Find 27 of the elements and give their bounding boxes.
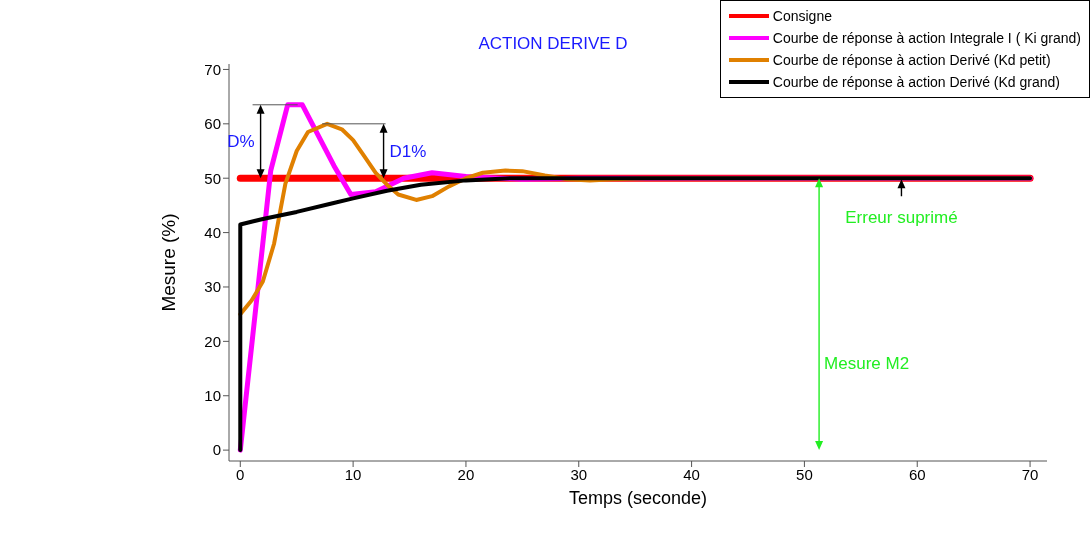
annotation: Erreur suprimé xyxy=(845,208,958,228)
legend-label: Courbe de réponse à action Derivé (Kd petit) xyxy=(772,51,1051,70)
x-tick-label: 50 xyxy=(796,465,813,483)
annotation: Mesure M2 xyxy=(824,353,910,373)
y-tick-label: 60 xyxy=(204,115,221,133)
y-axis-title: Mesure (%) xyxy=(157,213,179,312)
y-tick-label: 20 xyxy=(204,332,221,350)
x-tick-label: 40 xyxy=(683,465,700,483)
x-tick-label: 20 xyxy=(457,465,475,483)
chart-title: ACTION DERIVE D xyxy=(478,34,628,53)
y-tick-label: 70 xyxy=(204,60,221,78)
x-tick-label: 30 xyxy=(570,465,588,483)
y-tick-label: 30 xyxy=(204,278,221,296)
legend-label: Courbe de réponse à action Derivé (Kd grand) xyxy=(772,73,1060,92)
legend-label: Courbe de réponse à action Integrale I ( Ki grand) xyxy=(772,29,1081,48)
y-tick-label: 50 xyxy=(204,169,221,187)
annotation: D% xyxy=(227,132,255,152)
x-tick-label: 10 xyxy=(344,465,362,483)
x-tick-label: 0 xyxy=(236,465,245,483)
x-axis-title: Temps (seconde) xyxy=(568,488,708,508)
y-tick-label: 40 xyxy=(204,223,221,241)
x-tick-label: 60 xyxy=(908,465,926,483)
annotation: D1% xyxy=(389,142,427,162)
y-tick-label: 0 xyxy=(212,441,221,459)
legend-label: Consigne xyxy=(772,7,832,26)
y-tick-label: 10 xyxy=(204,387,221,405)
x-tick-label: 70 xyxy=(1021,465,1039,483)
